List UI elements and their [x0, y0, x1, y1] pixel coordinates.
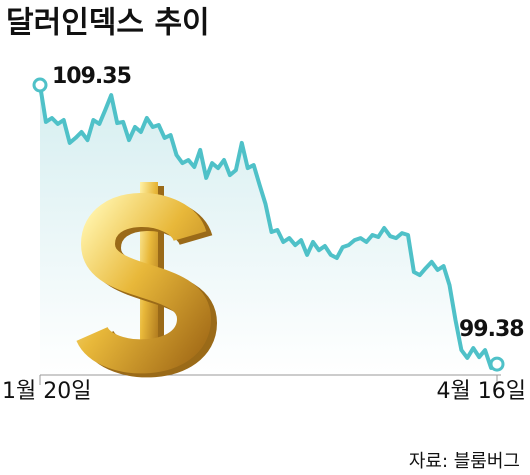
line — [38, 84, 499, 370]
source: 자료: 블룸버그 — [409, 451, 520, 472]
x-tick-label: 1월 20일 — [2, 379, 91, 404]
end-marker — [489, 356, 505, 372]
x-tick-label: 4월 16일 — [437, 379, 526, 404]
chart-title: 달러인덱스 추이 — [6, 6, 210, 41]
value-label: 109.35 — [52, 64, 131, 89]
end-marker — [32, 77, 48, 93]
dollar-icon — [76, 182, 218, 378]
value-label: 99.38 — [459, 317, 524, 342]
